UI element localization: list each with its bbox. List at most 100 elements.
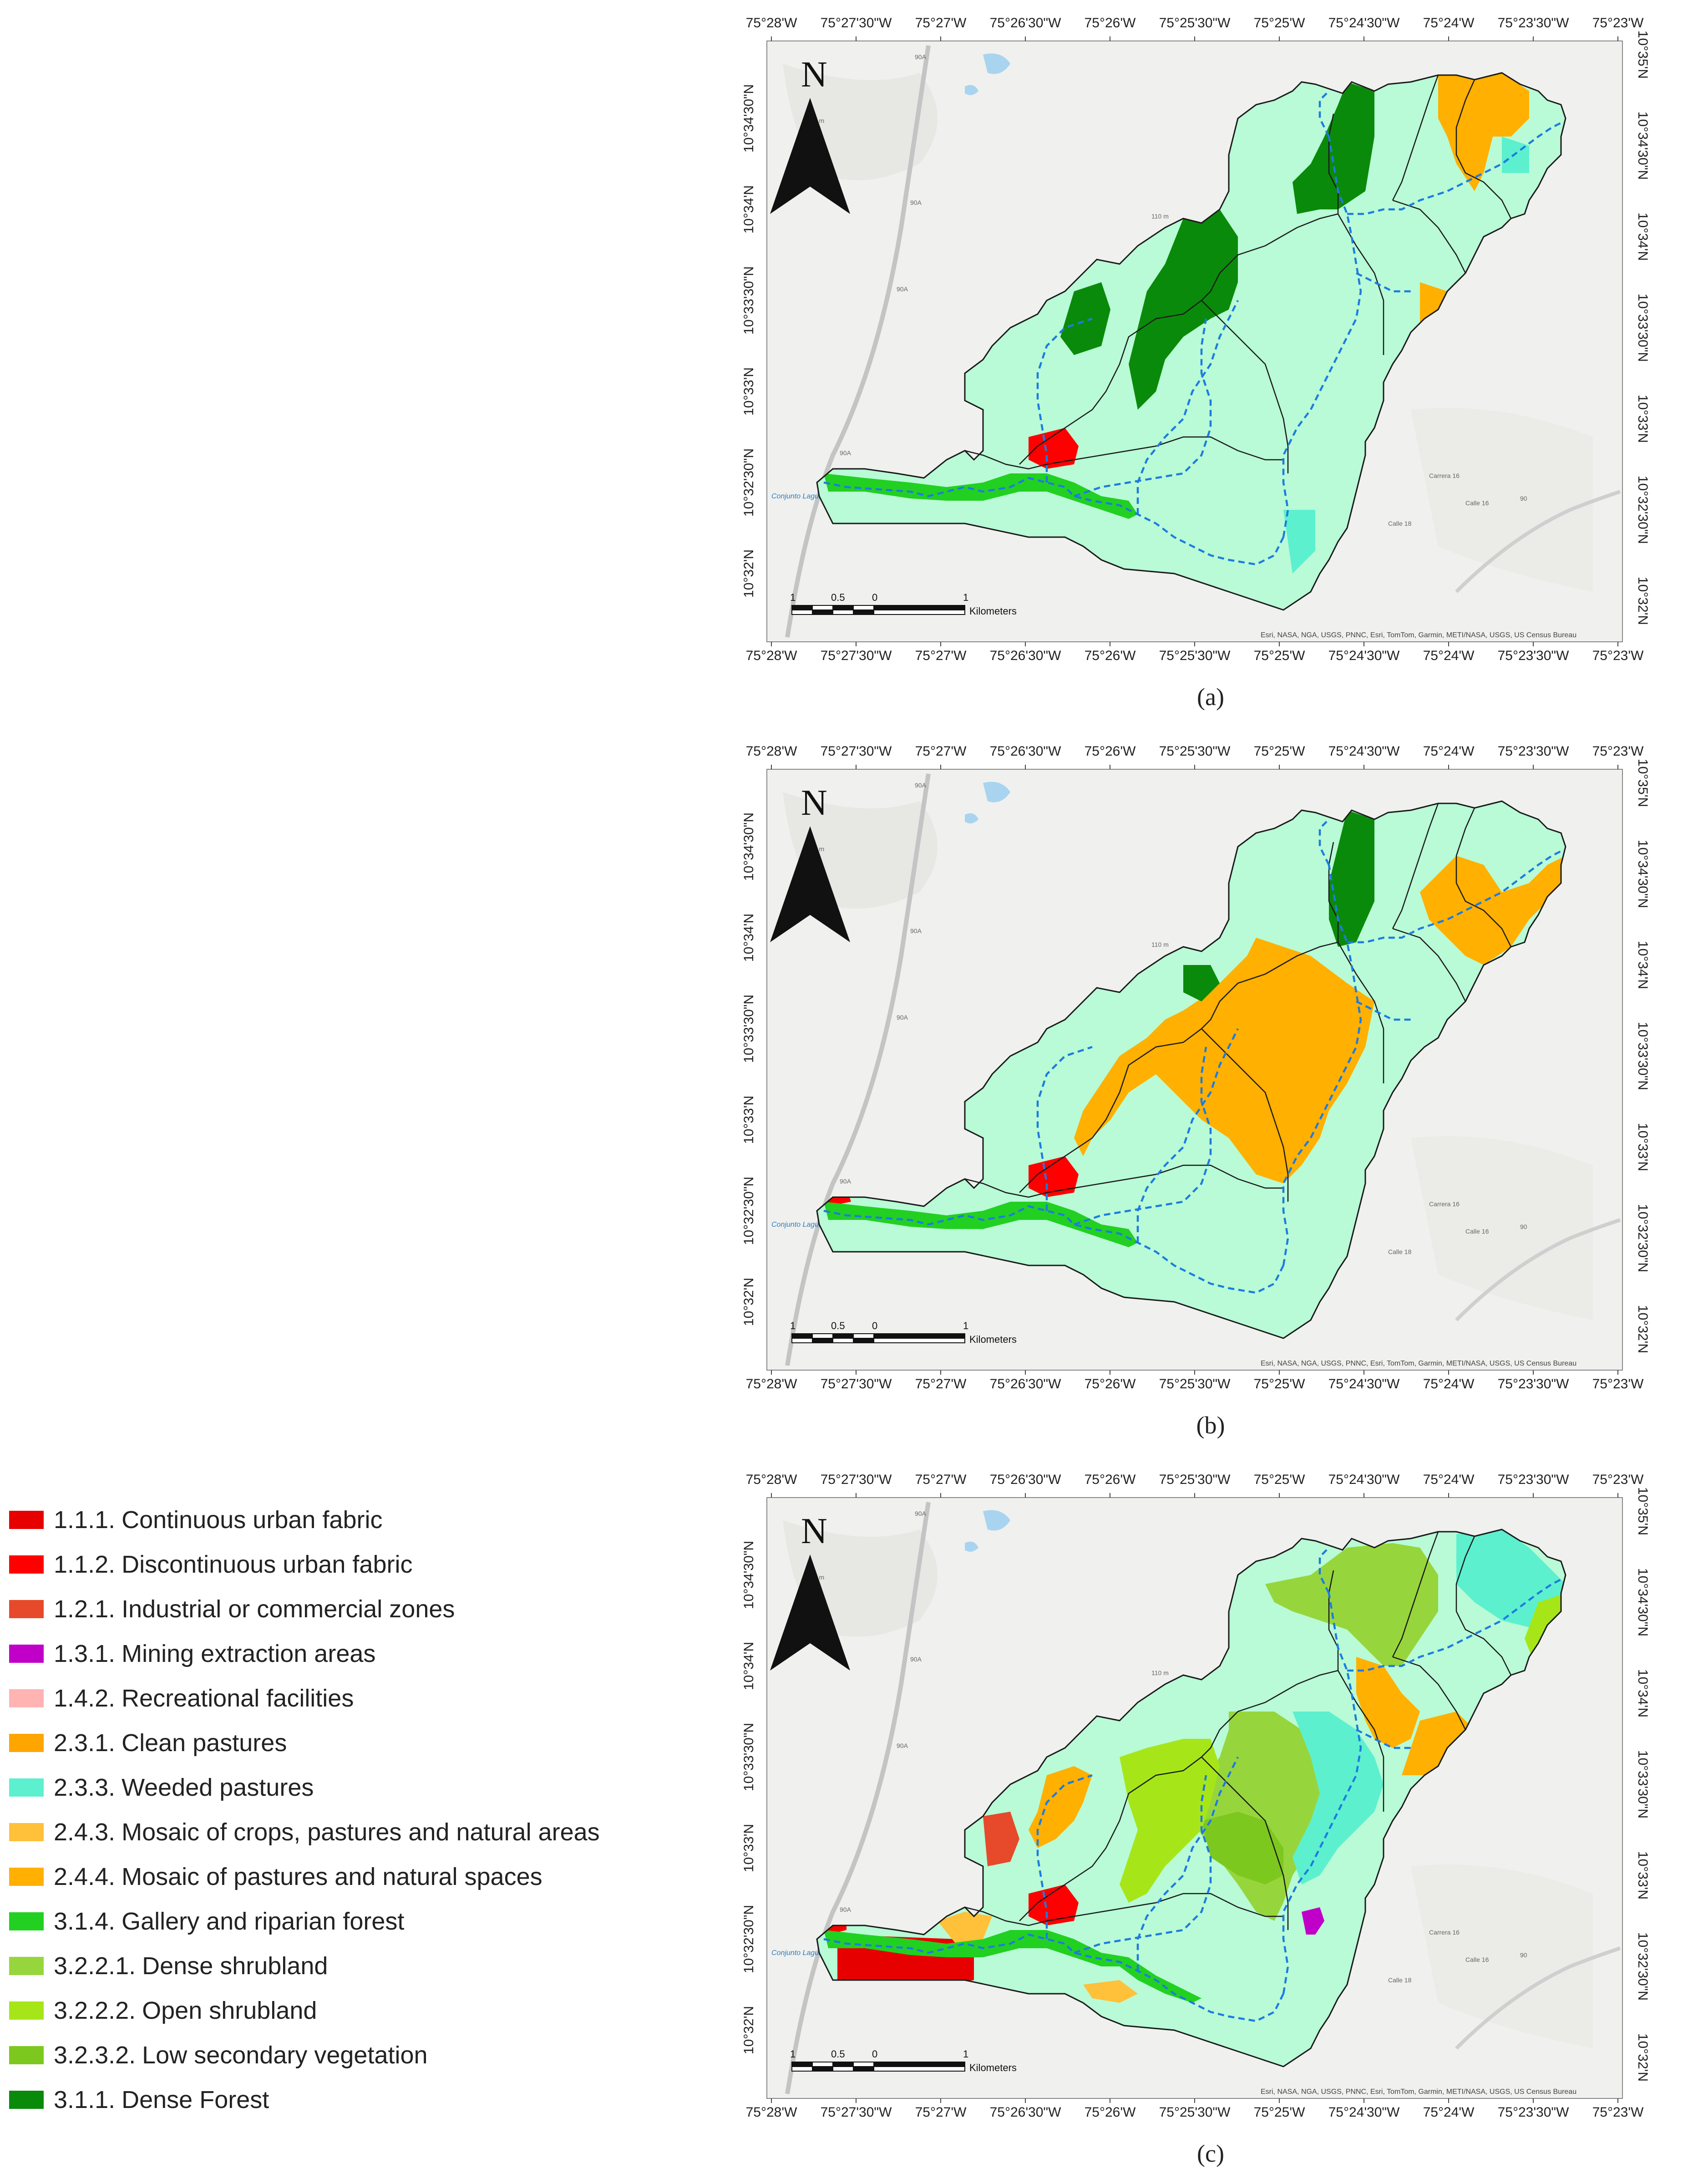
bottom-tick-label: 75°25'W xyxy=(1254,1376,1305,1392)
urban-fabric-zone xyxy=(1029,1884,1079,1925)
legend-label: Low secondary vegetation xyxy=(142,2042,428,2069)
left-tick-label: 10°33'N xyxy=(741,1096,756,1144)
road-label: 90A xyxy=(897,1742,908,1749)
right-tick-label: 10°34'30"N xyxy=(1635,840,1650,908)
right-tick-label: 10°32'N xyxy=(1635,577,1650,625)
legend-code: 3.1.4. xyxy=(54,1908,116,1935)
highway-road xyxy=(785,45,931,638)
scale-bar-segment xyxy=(873,2062,965,2067)
scale-bar-segment xyxy=(873,1338,965,1343)
mosaic-crops-zone xyxy=(1083,1980,1138,2003)
top-tick-label: 75°28'W xyxy=(746,15,797,30)
left-tick-label: 10°32'N xyxy=(741,2006,756,2054)
scale-number: 0 xyxy=(872,592,877,603)
bottom-tick-label: 75°23'30"W xyxy=(1498,1376,1569,1392)
elevation-label: 110 m xyxy=(1151,1669,1169,1676)
panel-label: (a) xyxy=(1197,683,1224,711)
road-label: 90A xyxy=(897,285,908,293)
stream-line xyxy=(1282,136,1362,538)
bottom-tick-label: 75°23'30"W xyxy=(1498,2105,1569,2120)
legend-label: Industrial or commercial zones xyxy=(122,1595,455,1623)
road-label: 90A xyxy=(897,1014,908,1021)
legend-swatch xyxy=(9,2046,44,2064)
highway-road xyxy=(785,773,931,1366)
legend-label: Dense shrubland xyxy=(142,1952,328,1980)
scale-number: 0 xyxy=(872,2048,877,2060)
bottom-tick-label: 75°23'W xyxy=(1592,1376,1644,1392)
north-label: N xyxy=(801,1511,827,1551)
legend-swatch xyxy=(9,1600,44,1618)
scale-number: 1 xyxy=(790,2048,796,2060)
subbasin-boundary xyxy=(1201,1757,1289,1930)
subbasin-boundary xyxy=(964,436,1283,470)
scale-bar-segment xyxy=(812,1333,833,1339)
water-body xyxy=(965,813,978,823)
road-label: 90A xyxy=(840,1178,852,1185)
bottom-tick-label: 75°28'W xyxy=(746,1376,797,1392)
scale-bar-segment xyxy=(812,605,833,610)
dense-forest-zone xyxy=(1129,209,1238,410)
left-tick-label: 10°32'N xyxy=(741,549,756,598)
legend-swatch xyxy=(9,1912,44,1930)
elevation-label: 110 m xyxy=(1151,941,1169,948)
mosaic-crops-zone xyxy=(938,1912,992,1944)
legend-code: 3.2.2.1. xyxy=(54,1952,136,1980)
subbasin-boundary xyxy=(1201,1028,1289,1202)
top-tick-label: 75°24'W xyxy=(1423,744,1475,759)
scale-bar-segment xyxy=(873,1333,965,1339)
scale-bar-segment xyxy=(853,605,874,610)
scale-unit-label: Kilometers xyxy=(969,605,1017,617)
top-tick-label: 75°27'W xyxy=(915,15,967,30)
right-tick-label: 10°32'N xyxy=(1635,1305,1650,1353)
stream-line xyxy=(1347,1578,1562,1672)
right-tick-label: 10°33'30"N xyxy=(1635,1750,1650,1818)
open-shrubland-zone xyxy=(1120,1739,1220,1903)
right-tick-label: 10°34'30"N xyxy=(1635,112,1650,180)
stream-line xyxy=(823,477,1285,566)
bottom-tick-label: 75°24'30"W xyxy=(1328,1376,1400,1392)
road-label: 90A xyxy=(910,199,922,206)
legend-swatch xyxy=(9,1778,44,1797)
clean-pasture-zone xyxy=(1029,1766,1092,1848)
bottom-tick-label: 75°23'W xyxy=(1592,2105,1644,2120)
top-tick-label: 75°23'30"W xyxy=(1498,15,1569,30)
scale-number: 0.5 xyxy=(831,1320,845,1331)
legend-item: 1.4.2. Recreational facilities xyxy=(9,1676,719,1721)
top-tick-label: 75°24'30"W xyxy=(1328,1472,1400,1487)
riparian-forest-zone xyxy=(824,1930,1201,2003)
bottom-tick-label: 75°25'30"W xyxy=(1159,2105,1231,2120)
left-tick-label: 10°33'N xyxy=(741,1824,756,1872)
open-shrubland-zone xyxy=(1525,1593,1566,1661)
water-body xyxy=(983,1510,1010,1531)
bottom-tick-label: 75°25'30"W xyxy=(1159,648,1231,663)
legend-item: 1.1.1. Continuous urban fabric xyxy=(9,1498,719,1542)
road-label: 90A xyxy=(915,782,927,789)
bottom-tick-label: 75°24'W xyxy=(1423,2105,1475,2120)
legend-label: Continuous urban fabric xyxy=(122,1506,383,1534)
scale-bar-segment xyxy=(832,1333,854,1339)
scale-bar-segment xyxy=(853,1333,874,1339)
stream-line xyxy=(1036,317,1093,483)
stream-line xyxy=(823,1933,1285,2022)
legend-item: 2.3.3. Weeded pastures xyxy=(9,1765,719,1810)
bottom-tick-label: 75°26'W xyxy=(1085,648,1136,663)
water-body xyxy=(965,85,978,95)
subbasin-boundary xyxy=(1201,300,1289,473)
highway-road xyxy=(1455,1946,1621,2050)
stream-line xyxy=(1036,1046,1093,1211)
north-label: N xyxy=(801,783,827,823)
water-body xyxy=(983,53,1010,74)
map-attribution: Esri, NASA, NGA, USGS, PNNC, Esri, TomTo… xyxy=(1261,1360,1576,1367)
top-tick-label: 75°26'W xyxy=(1085,15,1136,30)
subbasin-boundary xyxy=(1392,199,1466,274)
bottom-tick-label: 75°23'30"W xyxy=(1498,648,1569,663)
bottom-tick-label: 75°25'30"W xyxy=(1159,1376,1231,1392)
bottom-tick-label: 75°27'30"W xyxy=(821,2105,892,2120)
left-tick-label: 10°34'N xyxy=(741,914,756,962)
stream-line xyxy=(1318,90,1330,137)
legend-item: 3.2.3.2. Low secondary vegetation xyxy=(9,2033,719,2077)
